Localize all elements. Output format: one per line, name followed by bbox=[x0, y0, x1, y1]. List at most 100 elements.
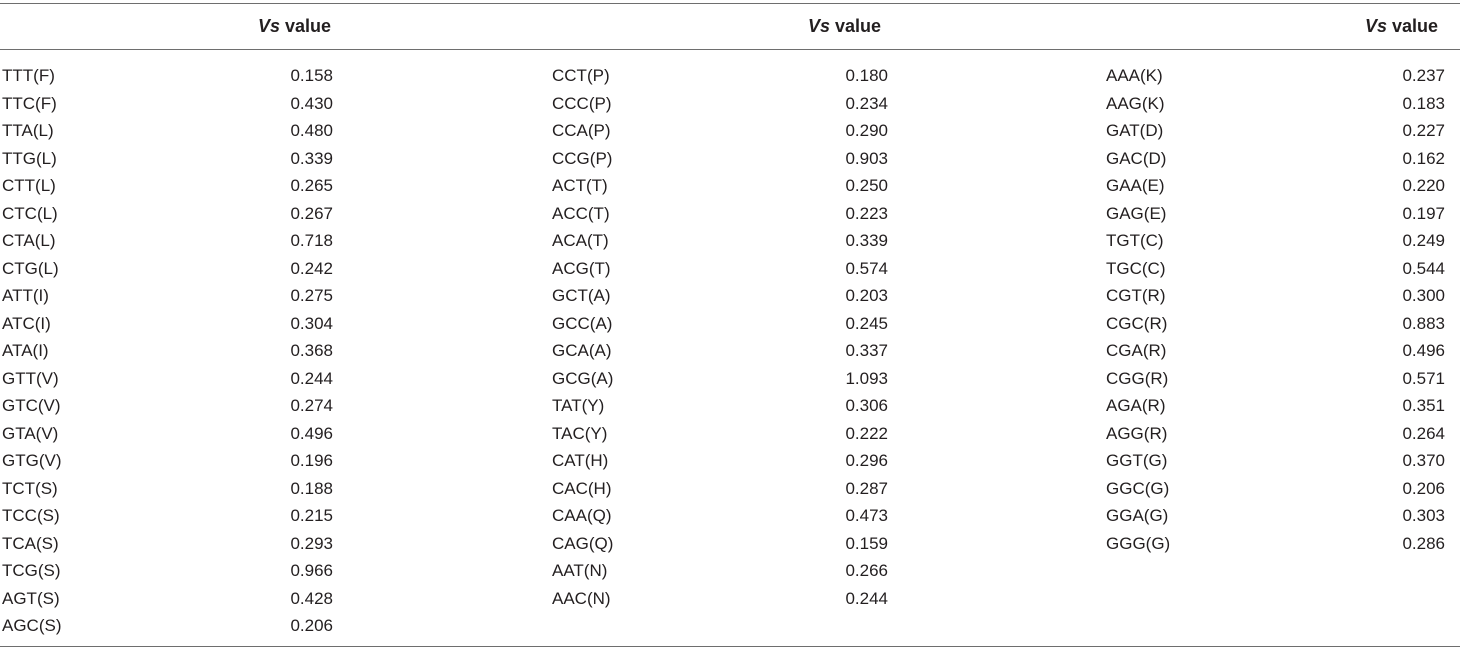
codon-cell: TCT(S) bbox=[2, 478, 58, 498]
table-row: AGC(S) 0.206 bbox=[2, 612, 333, 640]
vs-value-cell: 0.162 bbox=[1402, 148, 1445, 168]
table-row: CGT(R) 0.300 bbox=[1106, 282, 1445, 310]
codon-cell: TTC(F) bbox=[2, 93, 57, 113]
table-row: CTC(L) 0.267 bbox=[2, 200, 333, 228]
table-row: GTC(V) 0.274 bbox=[2, 392, 333, 420]
vs-value-cell: 0.883 bbox=[1402, 313, 1445, 333]
vs-value-cell: 0.370 bbox=[1402, 451, 1445, 470]
codon-cell: TCG(S) bbox=[2, 561, 61, 580]
header-word: value bbox=[1387, 16, 1439, 36]
table-row: TGC(C) 0.544 bbox=[1106, 255, 1445, 283]
table-row: ATA(I) 0.368 bbox=[2, 337, 333, 365]
vs-value-cell: 0.339 bbox=[845, 231, 888, 250]
codon-cell: AGA(R) bbox=[1106, 396, 1166, 415]
codon-cell: CGC(R) bbox=[1106, 313, 1168, 333]
table-row: CTA(L) 0.718 bbox=[2, 227, 333, 255]
table-row: AGT(S) 0.428 bbox=[2, 585, 333, 613]
codon-cell: ATA(I) bbox=[2, 341, 49, 360]
table-row: AGA(R) 0.351 bbox=[1106, 392, 1445, 420]
table-row: ACC(T) 0.223 bbox=[552, 200, 888, 228]
codon-cell: GAG(E) bbox=[1106, 203, 1167, 223]
vs-value-cell: 0.245 bbox=[845, 313, 888, 333]
vs-value-cell: 0.223 bbox=[845, 203, 888, 223]
codon-cell: TTG(L) bbox=[2, 148, 57, 168]
codon-cell: GTC(V) bbox=[2, 396, 61, 415]
codon-cell: AAG(K) bbox=[1106, 93, 1165, 113]
codon-cell: CAA(Q) bbox=[552, 506, 612, 525]
vs-value-cell: 0.544 bbox=[1402, 258, 1445, 278]
codon-cell: CTC(L) bbox=[2, 203, 58, 223]
table-row: AAG(K) 0.183 bbox=[1106, 90, 1445, 118]
vs-value-cell: 0.275 bbox=[290, 286, 333, 305]
vs-value-cell: 0.250 bbox=[845, 176, 888, 195]
codon-cell: TAT(Y) bbox=[552, 396, 605, 415]
vs-value-cell: 0.188 bbox=[290, 478, 333, 498]
codon-cell: TGC(C) bbox=[1106, 258, 1166, 278]
table-row: ACT(T) 0.250 bbox=[552, 172, 888, 200]
vs-value-cell: 0.206 bbox=[290, 616, 333, 635]
vs-value-cell: 0.244 bbox=[290, 368, 333, 388]
table-row: TTC(F) 0.430 bbox=[2, 90, 333, 118]
table-row: TTA(L) 0.480 bbox=[2, 117, 333, 145]
codon-cell: GGA(G) bbox=[1106, 506, 1169, 525]
table-row: AAA(K) 0.237 bbox=[1106, 62, 1445, 90]
vs-value-cell: 0.234 bbox=[845, 93, 888, 113]
codon-cell: AAA(K) bbox=[1106, 66, 1163, 85]
table-row: CAG(Q) 0.159 bbox=[552, 530, 888, 558]
table-row: GTG(V) 0.196 bbox=[2, 447, 333, 475]
codon-cell: ACC(T) bbox=[552, 203, 610, 223]
table-row: GAA(E) 0.220 bbox=[1106, 172, 1445, 200]
table-row: GCC(A) 0.245 bbox=[552, 310, 888, 338]
table-row: CTG(L) 0.242 bbox=[2, 255, 333, 283]
table-row: GGC(G) 0.206 bbox=[1106, 475, 1445, 503]
table-row: AAT(N) 0.266 bbox=[552, 557, 888, 585]
vs-value-cell: 0.473 bbox=[845, 506, 888, 525]
vs-value-cell: 0.244 bbox=[845, 588, 888, 608]
vs-value-cell: 0.196 bbox=[290, 451, 333, 470]
table-row: CAA(Q) 0.473 bbox=[552, 502, 888, 530]
vs-value-cell: 0.339 bbox=[290, 148, 333, 168]
vs-value-cell: 0.351 bbox=[1402, 396, 1445, 415]
codon-cell: CAT(H) bbox=[552, 451, 609, 470]
header-vs-value-col3: Vs value bbox=[1365, 14, 1438, 38]
vs-value-cell: 1.093 bbox=[845, 368, 888, 388]
vs-value-cell: 0.480 bbox=[290, 121, 333, 140]
table-row: CCT(P) 0.180 bbox=[552, 62, 888, 90]
vs-value-cell: 0.368 bbox=[290, 341, 333, 360]
header-word: value bbox=[830, 16, 882, 36]
table-row: TAT(Y) 0.306 bbox=[552, 392, 888, 420]
vs-value-cell: 0.237 bbox=[1402, 66, 1445, 85]
codon-cell: GGT(G) bbox=[1106, 451, 1168, 470]
table-row: ACG(T) 0.574 bbox=[552, 255, 888, 283]
vs-value-cell: 0.293 bbox=[290, 533, 333, 553]
header-vs-value-col2: Vs value bbox=[808, 14, 881, 38]
codon-cell: CTT(L) bbox=[2, 176, 56, 195]
table-row: TCA(S) 0.293 bbox=[2, 530, 333, 558]
codon-cell: GAC(D) bbox=[1106, 148, 1167, 168]
table-row: AAC(N) 0.244 bbox=[552, 585, 888, 613]
codon-cell: TGT(C) bbox=[1106, 231, 1164, 250]
table-row: TGT(C) 0.249 bbox=[1106, 227, 1445, 255]
vs-value-cell: 0.183 bbox=[1402, 93, 1445, 113]
codon-cell: ATC(I) bbox=[2, 313, 51, 333]
vs-value-cell: 0.222 bbox=[845, 423, 888, 443]
table-row: TTG(L) 0.339 bbox=[2, 145, 333, 173]
vs-value-cell: 0.266 bbox=[845, 561, 888, 580]
codon-cell: AAT(N) bbox=[552, 561, 608, 580]
codon-cell: GGG(G) bbox=[1106, 533, 1171, 553]
table-row: GCT(A) 0.203 bbox=[552, 282, 888, 310]
vs-value-cell: 0.267 bbox=[290, 203, 333, 223]
table-row: CGG(R) 0.571 bbox=[1106, 365, 1445, 393]
codon-cell: GCC(A) bbox=[552, 313, 613, 333]
codon-cell: GAT(D) bbox=[1106, 121, 1164, 140]
table-row: TCT(S) 0.188 bbox=[2, 475, 333, 503]
vs-value-cell: 0.303 bbox=[1402, 506, 1445, 525]
codon-cell: CTA(L) bbox=[2, 231, 56, 250]
codon-cell: AGC(S) bbox=[2, 616, 62, 635]
vs-value-cell: 0.306 bbox=[845, 396, 888, 415]
codon-cell: GCT(A) bbox=[552, 286, 611, 305]
vs-value-cell: 0.242 bbox=[290, 258, 333, 278]
vs-value-cell: 0.264 bbox=[1402, 423, 1445, 443]
table-row: CAC(H) 0.287 bbox=[552, 475, 888, 503]
